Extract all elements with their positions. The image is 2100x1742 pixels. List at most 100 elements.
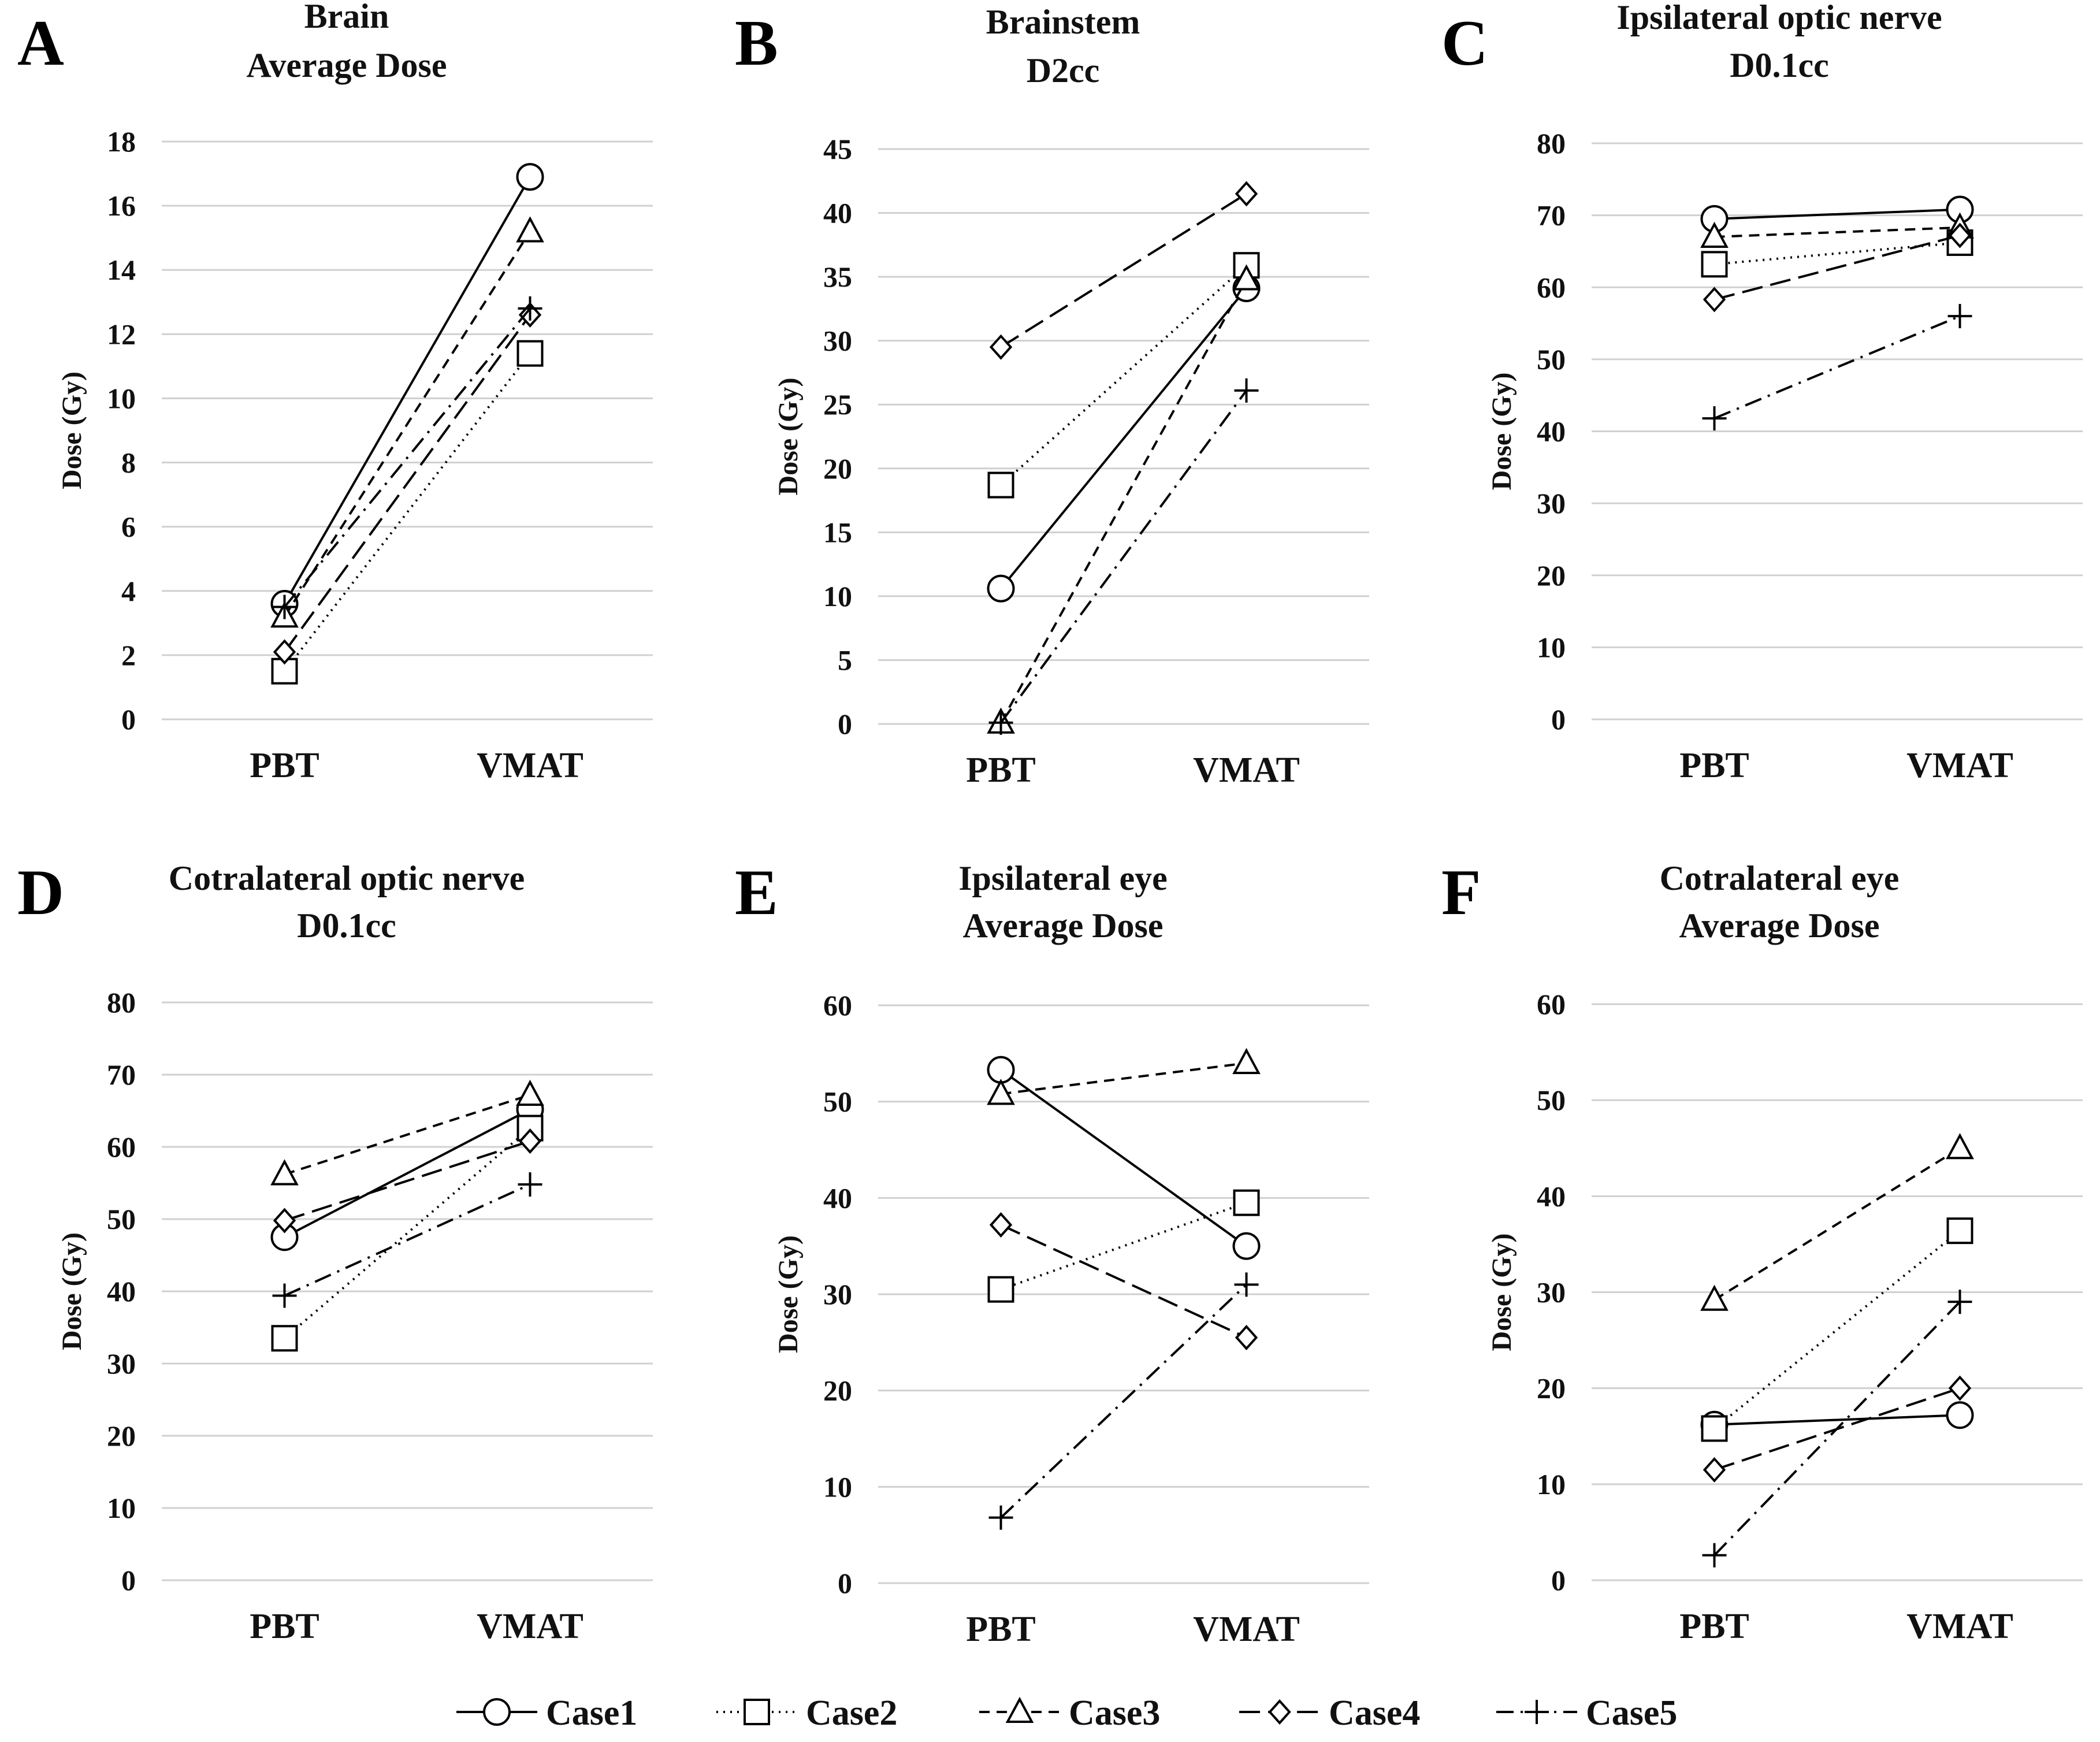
- panel-f-ylabel: Dose (Gy): [1486, 1234, 1517, 1351]
- panel-c-ytick-30: 30: [1537, 487, 1566, 519]
- panel-e-series-case2-point-pbt: [987, 1276, 1014, 1303]
- panel-d-series-case4-line: [284, 1140, 531, 1222]
- panel-a-ytick-2: 2: [121, 639, 136, 671]
- panel-b-ytick-15: 15: [823, 516, 852, 548]
- panel-b-series-case2-point-pbt: [987, 471, 1014, 499]
- panel-d-series-case5-point-vmat: [518, 1172, 542, 1197]
- panel-f-ytick-60: 60: [1537, 988, 1566, 1020]
- panel-e-series-case5: [988, 1272, 1259, 1530]
- panel-a-ytick-12: 12: [107, 318, 136, 350]
- panel-e-series-case3-point-vmat: [1232, 1048, 1261, 1074]
- panel-e-series-case4-point-pbt: [989, 1212, 1013, 1238]
- panel-a-series-case4-point-pbt: [273, 639, 296, 665]
- panel-f-series-case5: [1702, 1290, 1972, 1568]
- legend-item-case1-marker: [483, 1698, 511, 1726]
- panel-f-series-case3-point-pbt: [1700, 1284, 1729, 1311]
- panel-a: A Brain Average Dose 0 2 4 6 8 10 12 14 16 18 Dose (G…: [17, 0, 653, 785]
- panel-c-series-case3-line: [1714, 226, 1960, 239]
- panel-b-series-case3-point-vmat: [1232, 264, 1261, 291]
- panel-d-title-line-1: Cotralateral optic nerve: [169, 859, 525, 897]
- panel-f-title-line-2: Average Dose: [1679, 907, 1879, 945]
- panel-b-ytick-10: 10: [823, 580, 852, 612]
- legend-item-case4: Case4: [1239, 1693, 1420, 1733]
- panel-f-series-case1: [1700, 1401, 1974, 1439]
- panel-f-series-case3: [1700, 1133, 1974, 1311]
- panel-c-ytick-60: 60: [1537, 271, 1566, 303]
- panel-b-series-case4-line: [1000, 192, 1247, 348]
- panel-d-series-case3-point-vmat: [516, 1079, 544, 1106]
- legend-item-case4-marker: [1268, 1699, 1291, 1725]
- legend-item-case5: Case5: [1496, 1693, 1677, 1733]
- panel-c-ytick-0: 0: [1551, 703, 1566, 736]
- panel-e-xtick-pbt: PBT: [966, 1610, 1036, 1649]
- panel-a-series-case3-line: [283, 231, 531, 618]
- panel-e-ytick-60: 60: [823, 989, 852, 1022]
- panel-f-series-case1-point-vmat: [1946, 1401, 1974, 1429]
- panel-b-series-case5: [988, 378, 1259, 735]
- panel-d-series-case4-point-pbt: [273, 1208, 296, 1234]
- panel-e-ytick-40: 40: [823, 1182, 852, 1214]
- panel-e-ytick-10: 10: [823, 1470, 852, 1503]
- panel-b-series-case5-point-vmat: [1234, 378, 1259, 403]
- panel-a-ytick-6: 6: [121, 511, 136, 543]
- panel-f-ytick-30: 30: [1537, 1276, 1566, 1309]
- panel-f-ytick-20: 20: [1537, 1372, 1566, 1405]
- panel-b-series-case2-line: [1000, 264, 1247, 486]
- panel-a-ytick-18: 18: [107, 125, 136, 158]
- panel-e-series-case4-line: [1000, 1224, 1247, 1339]
- panel-d-ytick-20: 20: [107, 1420, 136, 1452]
- panel-e-series-case4: [989, 1212, 1258, 1350]
- panel-e-ytick-20: 20: [823, 1375, 852, 1407]
- legend-item-case5-label: Case5: [1586, 1693, 1677, 1733]
- panel-e-series-case1: [987, 1056, 1261, 1260]
- panel-f: F Cotralateral eye Average Dose 0 10 20 30 40 50…: [1441, 857, 2083, 1646]
- panel-f-xtick-vmat: VMAT: [1906, 1607, 2013, 1646]
- panel-a-ytick-14: 14: [107, 254, 136, 286]
- panel-c-series-case1: [1700, 195, 1974, 233]
- panel-b-title-line-1: Brainstem: [986, 3, 1140, 41]
- panel-f-series-case1-line: [1714, 1414, 1960, 1426]
- panel-b-series-case1-point-pbt: [987, 574, 1015, 603]
- panel-d-series-case3-line: [284, 1094, 531, 1176]
- panel-f-series-case4-point-pbt: [1703, 1457, 1726, 1483]
- panel-c-title-line-1: Ipsilateral optic nerve: [1616, 0, 1942, 36]
- legend-item-case3-marker: [1005, 1696, 1034, 1723]
- panel-b-series-case1: [987, 274, 1261, 603]
- panel-b-series-case3-line: [999, 278, 1248, 723]
- panel-f-xtick-pbt: PBT: [1679, 1607, 1749, 1646]
- panel-e-series-case5-line: [1000, 1283, 1247, 1519]
- panel-b-series-case4-point-pbt: [989, 334, 1013, 360]
- panel-b-series-case5-line: [999, 389, 1248, 723]
- panel-d-letter: D: [17, 857, 64, 928]
- panel-e-series-case2-line: [1000, 1201, 1247, 1291]
- panel-c-ytick-80: 80: [1537, 127, 1566, 159]
- panel-d-series-case5: [272, 1172, 542, 1308]
- panel-d-ytick-0: 0: [121, 1564, 136, 1596]
- legend-item-case3: Case3: [979, 1693, 1160, 1733]
- panel-e-xtick-vmat: VMAT: [1193, 1610, 1300, 1649]
- panel-c-ytick-20: 20: [1537, 559, 1566, 592]
- legend-item-case4-label: Case4: [1329, 1693, 1420, 1733]
- panel-d-series-case2-point-pbt: [271, 1325, 298, 1352]
- panel-e-series-case5-point-vmat: [1234, 1272, 1259, 1297]
- panel-c-series-case3: [1700, 212, 1974, 248]
- panel-a-title-line-1: Brain: [304, 0, 389, 35]
- panel-b-ytick-40: 40: [823, 197, 852, 229]
- legend-item-case2: Case2: [716, 1693, 897, 1733]
- panel-e-series-case3: [987, 1048, 1261, 1105]
- panel-d-ytick-50: 50: [107, 1203, 136, 1235]
- panel-c-series-case1-line: [1714, 208, 1960, 220]
- panel-a-xtick-pbt: PBT: [250, 746, 319, 785]
- panel-d-title-line-2: D0.1cc: [297, 907, 396, 945]
- panel-a-series-case1-line: [283, 176, 531, 604]
- panel-f-series-case2-line: [1714, 1230, 1961, 1430]
- panel-e-title-line-2: Average Dose: [962, 907, 1163, 945]
- panel-c-letter: C: [1441, 8, 1488, 79]
- panel-f-series-case3-line: [1714, 1147, 1961, 1301]
- panel-b-series-case3: [987, 264, 1261, 734]
- panel-d-ylabel: Dose (Gy): [57, 1232, 87, 1350]
- panel-a-series-case5: [272, 296, 542, 619]
- panel-c-ylabel: Dose (Gy): [1486, 373, 1517, 491]
- panel-e-series-case2: [987, 1189, 1260, 1303]
